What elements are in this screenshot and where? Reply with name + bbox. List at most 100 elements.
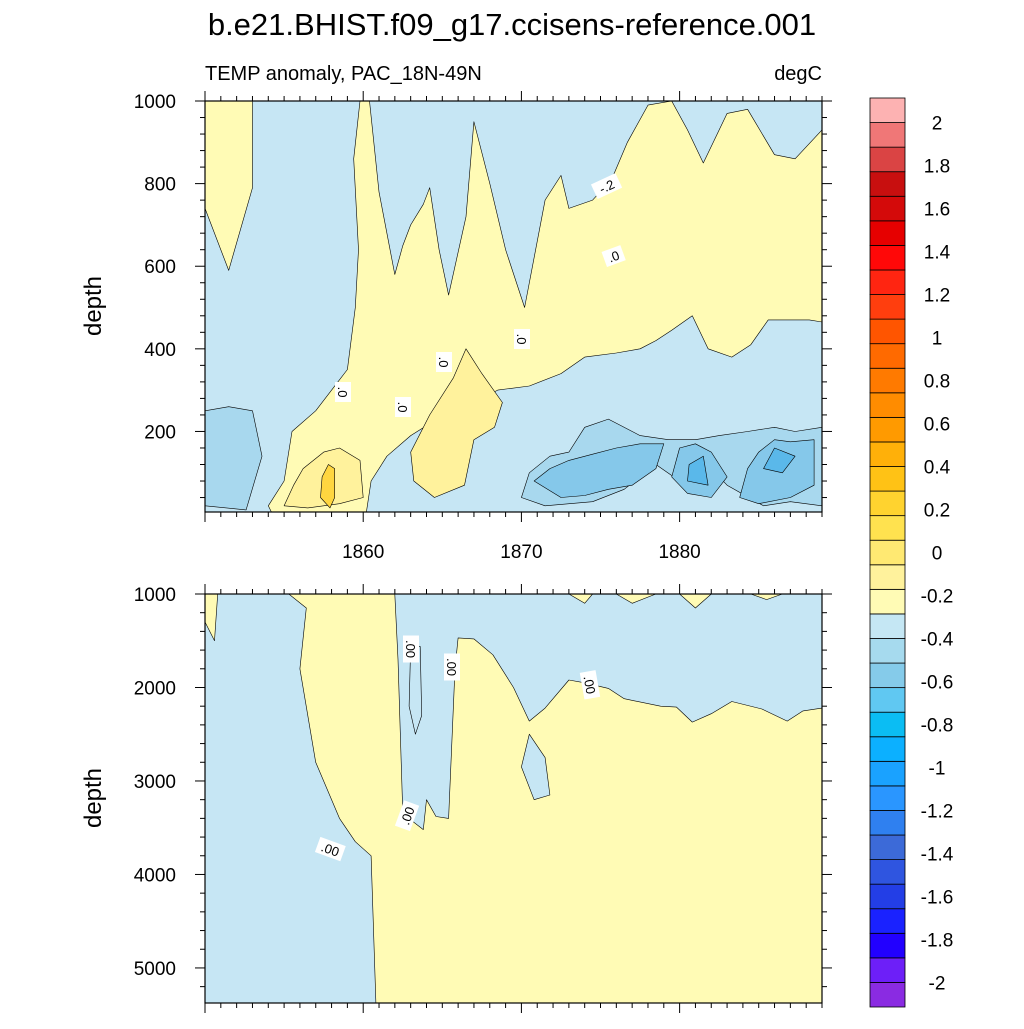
labelbar-label: -0.2 <box>921 587 954 608</box>
y-tick-label: 5000 <box>134 959 176 980</box>
contour-label-text: .0 <box>335 387 350 398</box>
contour-label: .0 <box>514 329 530 349</box>
labelbar-box <box>869 122 906 148</box>
labelbar-box <box>869 662 906 689</box>
y-tick-label: 3000 <box>134 772 176 793</box>
labelbar-box <box>869 834 906 861</box>
color-labelbar: -2 -1.8 -1.6 -1.4 -1.2 -1 -0.8 -0.6 -0.4 -0.2 0 0.2… <box>869 97 954 1008</box>
labelbar-box <box>869 466 906 492</box>
labelbar-label: -2 <box>929 973 946 994</box>
contour-region <box>679 594 712 609</box>
contour-region <box>410 348 503 498</box>
labelbar-box <box>869 343 906 369</box>
contour-region <box>568 594 593 604</box>
upper-panel: 1860 1870 1880 200 400 600 800 1000 depth -.2 .0 .0… <box>80 91 832 563</box>
y-tick-label: 600 <box>144 257 176 278</box>
contour-label-bg <box>403 635 419 663</box>
y-tick-label: 1000 <box>134 585 176 606</box>
contour-label-text: .00 <box>581 675 599 695</box>
contour-region <box>533 443 665 498</box>
y-tick-label: 800 <box>144 175 176 196</box>
contour-region <box>615 594 657 604</box>
y-tick-label: 4000 <box>134 865 176 886</box>
labelbar-box <box>869 908 906 934</box>
y-tick-label: 200 <box>144 422 176 443</box>
contour-label-bg <box>601 245 626 267</box>
labelbar-box <box>869 441 906 467</box>
labelbar-label: 1.4 <box>924 243 951 264</box>
labelbar-box <box>869 785 906 811</box>
main-title: b.e21.BHIST.f09_g17.ccisens-reference.00… <box>208 7 816 42</box>
contour-region <box>205 594 218 642</box>
contour-region <box>687 455 709 486</box>
contour-label-bg <box>314 836 346 862</box>
labelbar-box <box>869 638 906 664</box>
contour-labels: .00 .00 .00 .00 .00 <box>314 635 601 862</box>
contour-label-bg <box>395 397 411 417</box>
labelbar-box <box>869 539 906 566</box>
x-tick-label: 1880 <box>658 542 700 563</box>
labelbar-label: -1.6 <box>921 887 954 908</box>
labelbar-box <box>869 220 906 246</box>
contour-label: .00 <box>579 670 601 700</box>
labelbar-label: 1.6 <box>924 200 950 221</box>
labelbar-label: 2 <box>932 114 943 135</box>
contour-region <box>750 594 783 600</box>
x-tick-label: 1870 <box>500 542 542 563</box>
labelbar-label: 0.2 <box>924 501 950 522</box>
contour-label: .00 <box>314 836 346 862</box>
labelbar-box <box>869 195 906 222</box>
contour-label-bg <box>514 329 530 349</box>
contour-label: .00 <box>444 653 460 681</box>
contour-label-text: .0 <box>606 248 621 266</box>
y-axis: 1000 2000 3000 4000 5000 depth <box>80 585 832 988</box>
labelbar-label: 1 <box>932 329 943 350</box>
labelbar-label: -0.6 <box>921 673 954 694</box>
contour-label: -.2 <box>590 173 623 200</box>
labelbar-box <box>869 711 906 738</box>
labelbar-box <box>869 736 906 762</box>
contour-region <box>205 406 263 511</box>
labelbar-label: -1.8 <box>921 930 954 951</box>
plot-frame <box>204 100 823 513</box>
labelbar-label: -1 <box>929 759 946 780</box>
y-tick-label: 400 <box>144 340 176 361</box>
contour-region <box>205 101 253 271</box>
labelbar-box <box>869 97 906 123</box>
contour-fills <box>205 101 822 512</box>
contour-region <box>288 594 822 1003</box>
labelbar-label: 0.6 <box>924 415 950 436</box>
x-tick-label: 1860 <box>342 542 384 563</box>
labelbar-label: 1.2 <box>924 286 950 307</box>
plot-frame <box>204 593 823 1004</box>
labelbar-box <box>869 760 906 787</box>
y-tick-label: 2000 <box>134 678 176 699</box>
contour-label: .00 <box>403 635 419 663</box>
labelbar-label: 0 <box>932 544 943 565</box>
contour-label-bg <box>590 173 623 200</box>
contour-label: .0 <box>395 397 411 417</box>
labelbar-box <box>869 564 906 590</box>
labelbar-box <box>869 416 906 443</box>
labelbar-box <box>869 171 906 197</box>
contour-region <box>763 447 796 474</box>
labelbar-box <box>869 146 906 173</box>
lower-panel: 1000 2000 3000 4000 5000 depth .00 .00 .00 .00 .00 <box>80 584 832 1013</box>
contour-label-text: .0 <box>436 357 451 368</box>
labelbar-box <box>869 687 906 713</box>
left-string: TEMP anomaly, PAC_18N-49N <box>205 63 482 85</box>
contour-label: .00 <box>394 800 420 832</box>
labelbar-box <box>869 957 906 983</box>
labelbar-box <box>869 367 906 394</box>
contour-region <box>521 733 551 801</box>
contour-region <box>320 464 336 509</box>
y-axis: 200 400 600 800 1000 depth <box>80 92 832 499</box>
labelbar-label: 0.4 <box>924 458 951 479</box>
labelbar-box <box>869 932 906 959</box>
labelbar-label: -0.8 <box>921 716 954 737</box>
labelbar-box <box>869 810 906 836</box>
labelbar-box <box>869 982 906 1008</box>
labelbar-label: -1.4 <box>921 845 954 866</box>
y-axis-label: depth <box>80 768 107 828</box>
